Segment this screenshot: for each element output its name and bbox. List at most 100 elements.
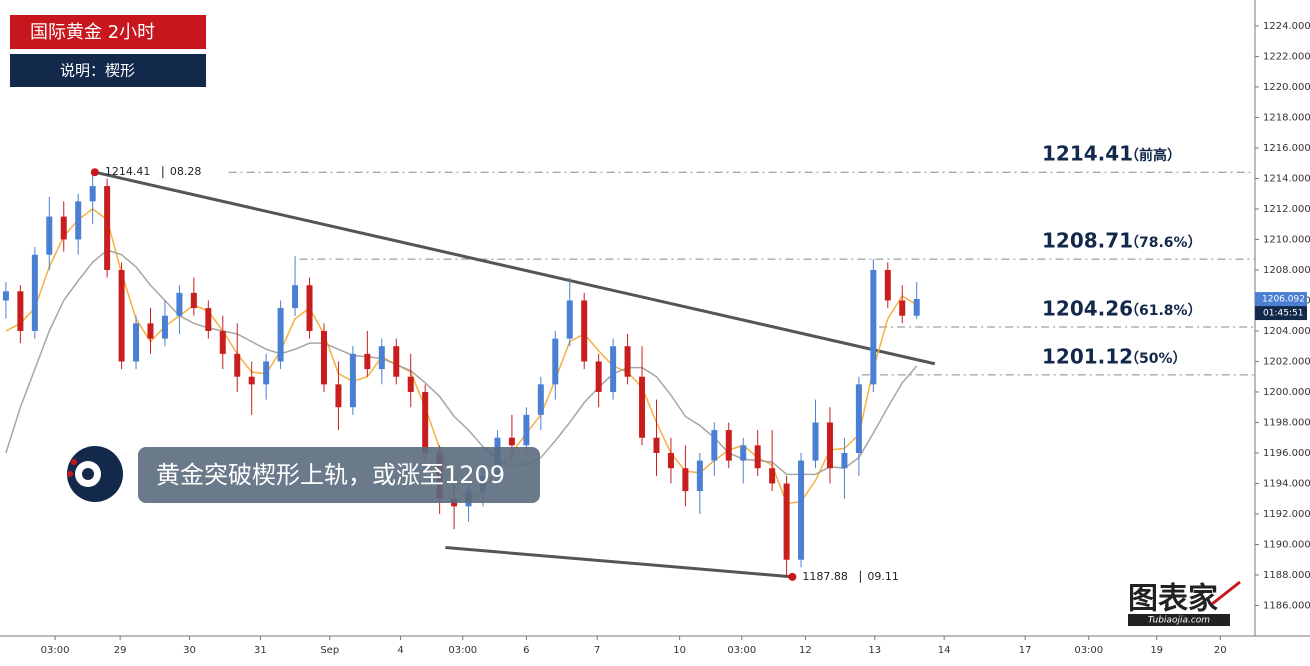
x-tick-label: 03:00	[448, 645, 477, 656]
candle-body	[552, 338, 559, 385]
trendline	[94, 170, 936, 366]
title-box	[10, 15, 206, 49]
subtitle: 说明：楔形	[60, 62, 135, 80]
candle-body	[725, 430, 732, 461]
candle-body	[913, 299, 920, 316]
candle-body	[639, 376, 646, 438]
last-price-tag	[1255, 292, 1307, 307]
candle-body	[320, 330, 327, 385]
logo-arrow	[1211, 580, 1241, 606]
candle-body	[161, 315, 168, 339]
x-tick-label: Sep	[320, 645, 339, 656]
candle-body	[667, 452, 674, 469]
y-tick-label: 1218.000	[1263, 112, 1310, 123]
candle-body	[349, 353, 356, 408]
level-tag: （前高）	[1125, 147, 1181, 164]
candle-body	[566, 300, 573, 339]
candle-body	[118, 269, 125, 362]
x-tick-label: 7	[594, 645, 600, 656]
y-tick-label: 1208.000	[1263, 265, 1310, 276]
candle-body	[595, 361, 602, 392]
y-tick-label: 1222.000	[1263, 51, 1310, 62]
extreme-date: 09.11	[867, 570, 899, 583]
candle-body	[653, 437, 660, 453]
candle-body	[422, 391, 429, 453]
trendline	[445, 546, 793, 579]
y-tick-label: 1188.000	[1263, 570, 1310, 581]
candle-body	[740, 445, 747, 461]
candle-body	[393, 346, 400, 377]
candle-body	[277, 308, 284, 362]
y-tick-label: 1192.000	[1263, 509, 1310, 520]
candle-body	[60, 216, 67, 240]
candle-body	[234, 353, 241, 377]
x-tick-label: 12	[799, 645, 812, 656]
headline: 黄金突破楔形上轨，或涨至1209	[156, 461, 505, 489]
y-tick-label: 1196.000	[1263, 448, 1310, 459]
candle-body	[812, 422, 819, 461]
x-tick-label: 4	[397, 645, 403, 656]
y-tick-label: 1190.000	[1263, 539, 1310, 550]
candle-body	[407, 376, 414, 392]
candle-body	[696, 460, 703, 492]
logo-bar	[1128, 614, 1230, 626]
candle-body	[783, 483, 790, 560]
level-label: 1204.26	[1042, 296, 1133, 320]
title: 国际黄金 2小时	[30, 22, 155, 43]
x-tick-label: 14	[938, 645, 951, 656]
extreme-value: 1214.41	[105, 165, 151, 178]
level-label: 1208.71	[1042, 229, 1133, 253]
y-tick-label: 1186.000	[1263, 600, 1310, 611]
candle-body	[508, 437, 515, 446]
candle-body	[2, 291, 9, 301]
candle-body	[624, 346, 631, 377]
countdown: 01:45:51	[1263, 309, 1303, 319]
x-tick-label: 03:00	[41, 645, 70, 656]
level-tag: （78.6%）	[1125, 235, 1202, 251]
candle-body	[176, 292, 183, 316]
candle-body	[711, 430, 718, 461]
moving-average	[5, 249, 918, 476]
x-tick-label: 19	[1150, 645, 1163, 656]
candle-body	[17, 291, 24, 331]
candle-body	[75, 201, 82, 240]
extreme-value: 1187.88	[802, 570, 848, 583]
candle-body	[205, 308, 212, 331]
candle-body	[899, 300, 906, 316]
candle-body	[248, 376, 255, 385]
candle-body	[769, 468, 776, 484]
y-tick-label: 1214.000	[1263, 173, 1310, 184]
last-price-label: 1206.092	[1262, 295, 1305, 305]
candle-body	[378, 346, 385, 370]
countdown-tag	[1255, 306, 1307, 321]
candle-body	[263, 361, 270, 385]
candle-body	[190, 292, 197, 309]
level-label: 1201.12	[1042, 344, 1133, 368]
candle-body	[754, 445, 761, 469]
extreme-date: 08.28	[170, 165, 202, 178]
y-tick-label: 1212.000	[1263, 204, 1310, 215]
candle-body	[364, 353, 371, 370]
x-tick-label: 31	[254, 645, 267, 656]
y-tick-label: 1194.000	[1263, 478, 1310, 489]
candle-body	[523, 414, 530, 446]
candle-body	[841, 452, 848, 469]
candle-body	[147, 323, 154, 339]
candle-body	[292, 285, 299, 309]
candle-body	[335, 384, 342, 408]
extreme-point	[788, 572, 797, 581]
x-tick-label: 03:00	[1074, 645, 1103, 656]
y-tick-label: 1202.000	[1263, 356, 1310, 367]
x-tick-label: 29	[114, 645, 127, 656]
logo-site: Tubiaojia.com	[1148, 616, 1210, 626]
level-label: 1214.41	[1042, 142, 1133, 166]
candle-body	[537, 384, 544, 415]
candle-body	[610, 346, 617, 392]
y-tick-label: 1204.000	[1263, 326, 1310, 337]
candle-body	[884, 269, 891, 301]
x-tick-label: 30	[183, 645, 196, 656]
x-tick-label: 17	[1019, 645, 1032, 656]
candle-body	[682, 468, 689, 492]
y-tick-label: 1198.000	[1263, 417, 1310, 428]
